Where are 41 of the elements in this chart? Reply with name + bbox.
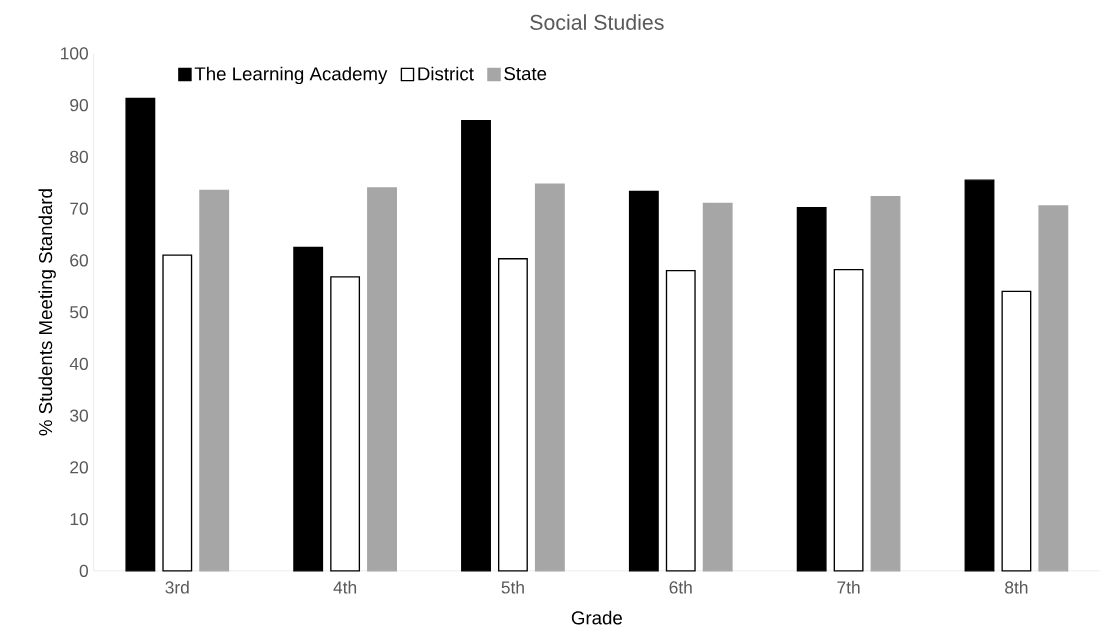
bar [367,187,397,572]
legend-label: State [504,66,547,81]
bar [1001,290,1032,572]
y-tick-label: 90 [70,98,88,112]
y-tick-label: 40 [69,357,88,370]
x-tick-label: 8th [1005,580,1028,594]
bar [498,258,528,572]
bar [702,202,733,572]
y-tick-label: 80 [70,150,88,163]
y-tick-label: 50 [70,305,88,319]
x-tick-label: 6th [669,580,692,594]
bar [870,195,901,572]
bar [162,254,193,572]
bar [796,206,827,572]
bar [461,119,491,572]
y-tick-label: 70 [70,202,88,215]
legend-label: The Learning Academy [194,66,388,85]
bar [125,97,156,572]
bar [534,183,565,572]
y-axis-title: % Students Meeting Standard [38,189,56,436]
y-tick-label: 60 [70,254,88,267]
y-tick-label: 20 [70,461,88,474]
bar [330,276,361,572]
bar [199,189,230,572]
x-tick-label: 7th [837,580,860,594]
y-tick-label: 100 [61,47,88,60]
x-tick-label: 4th [333,580,357,594]
x-tick-label: 5th [501,580,524,594]
bar [628,190,659,572]
y-tick-label: 30 [70,409,88,422]
y-tick-label: 10 [70,512,88,526]
legend-label: District [418,66,474,81]
bar [833,268,864,572]
y-tick-label: 0 [79,564,88,577]
bar [293,246,324,572]
bar [1038,205,1069,572]
chart-title: Social Studies [530,14,664,30]
x-tick-label: 3rd [165,580,189,594]
bar [665,269,696,572]
bar [964,179,995,572]
x-axis-title: Grade [571,610,622,625]
